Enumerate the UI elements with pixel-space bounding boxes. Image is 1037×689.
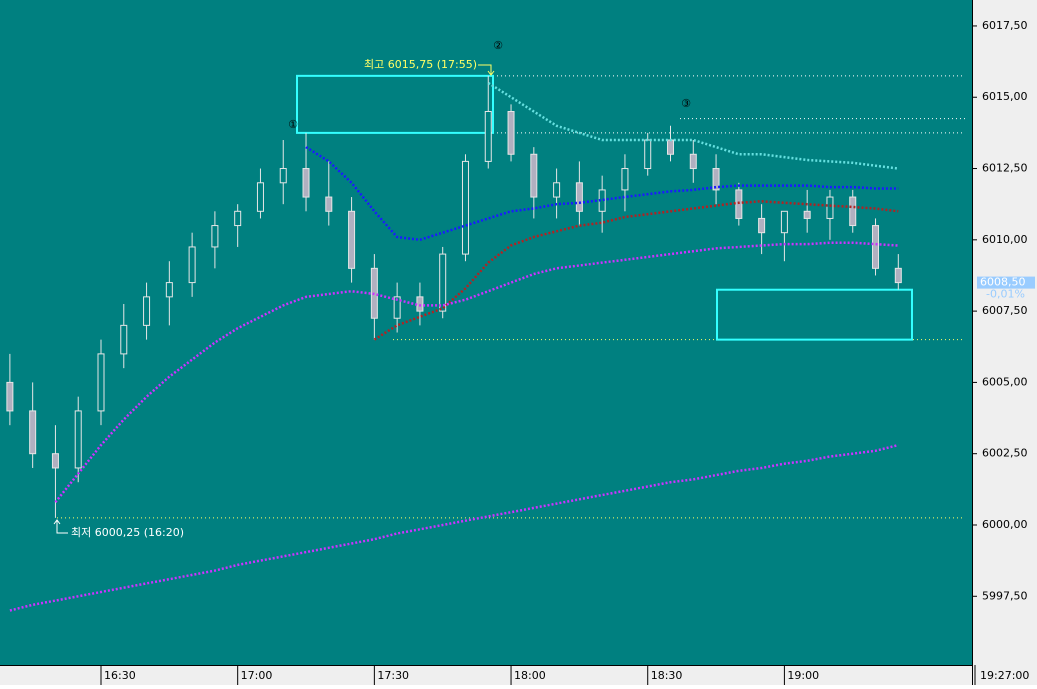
candle-body [188,246,196,284]
candle-body [439,253,447,312]
high-arrow [478,64,495,76]
y-tick-label: 6005,00 [982,375,1028,388]
candle-body [644,139,652,170]
candle-body [461,160,469,255]
candle-body [530,153,538,198]
candle-body [74,410,82,469]
y-tick-label: 5997,50 [982,589,1028,602]
candle-body [872,225,880,269]
y-tick-label: 6007,50 [982,304,1028,317]
candle-body [165,282,173,298]
low-arrow [53,519,68,534]
candle-body [484,110,492,162]
x-tick-label: 19:00 [787,669,819,682]
candle-body [348,210,356,269]
y-tick-label: 6017,50 [982,19,1028,32]
candle-body [416,296,424,312]
y-tick-label: 6010,00 [982,233,1028,246]
moving-average [487,81,899,170]
candle-body [6,381,14,412]
moving-average [305,146,899,242]
change: -0,01% [986,288,1025,301]
marker: ③ [681,97,691,110]
candle-body [894,267,902,284]
candle-body [758,217,766,234]
plot-area [0,0,972,665]
x-tick-label: 18:30 [651,669,683,682]
candle-body [553,182,561,198]
candle-body [826,196,834,219]
candle-body [735,189,743,219]
low-annotation: 최저 6000,25 (16:20) [71,526,184,539]
y-axis-panel [972,0,1037,685]
candle-body [325,196,333,212]
x-tick-label: 16:30 [104,669,136,682]
candle-body [234,210,242,227]
candle-body [120,324,128,355]
moving-average [373,200,899,341]
range-box [296,74,494,134]
candle-body [256,182,264,212]
x-tick-label: 17:30 [377,669,409,682]
range-box [716,288,913,341]
y-tick-label: 6012,50 [982,162,1028,175]
candle-body [689,153,697,170]
marker: ① [288,118,298,131]
candle-body [575,182,583,212]
last-price-bg [977,276,1035,289]
x-tick-label: 17:00 [241,669,273,682]
candle-body [393,296,401,319]
moving-average [9,443,899,612]
candle-body [803,210,811,219]
candle-body [621,168,629,191]
x-tick-label: 18:00 [514,669,546,682]
candle-body [667,139,674,155]
x-axis-panel [0,665,972,685]
candle-body [849,196,857,227]
candle-body [29,410,37,455]
marker: ② [493,39,503,52]
high-annotation: 최고 6015,75 (17:55) [364,58,477,71]
y-tick-label: 6000,00 [982,518,1028,531]
candle-body [507,110,515,155]
candle-body [302,168,310,198]
candle-body [211,225,219,248]
candle-body [712,168,720,191]
candle-body [143,296,151,326]
y-tick-label: 6015,00 [982,90,1028,103]
candle-body [780,210,788,234]
candle-body [51,453,59,469]
y-tick-label: 6002,50 [982,447,1028,460]
last-price: 6008,50 [980,276,1026,289]
candle-body [279,168,287,184]
cursor-time: 19:27:00 [980,669,1029,682]
candle-body [97,353,105,412]
